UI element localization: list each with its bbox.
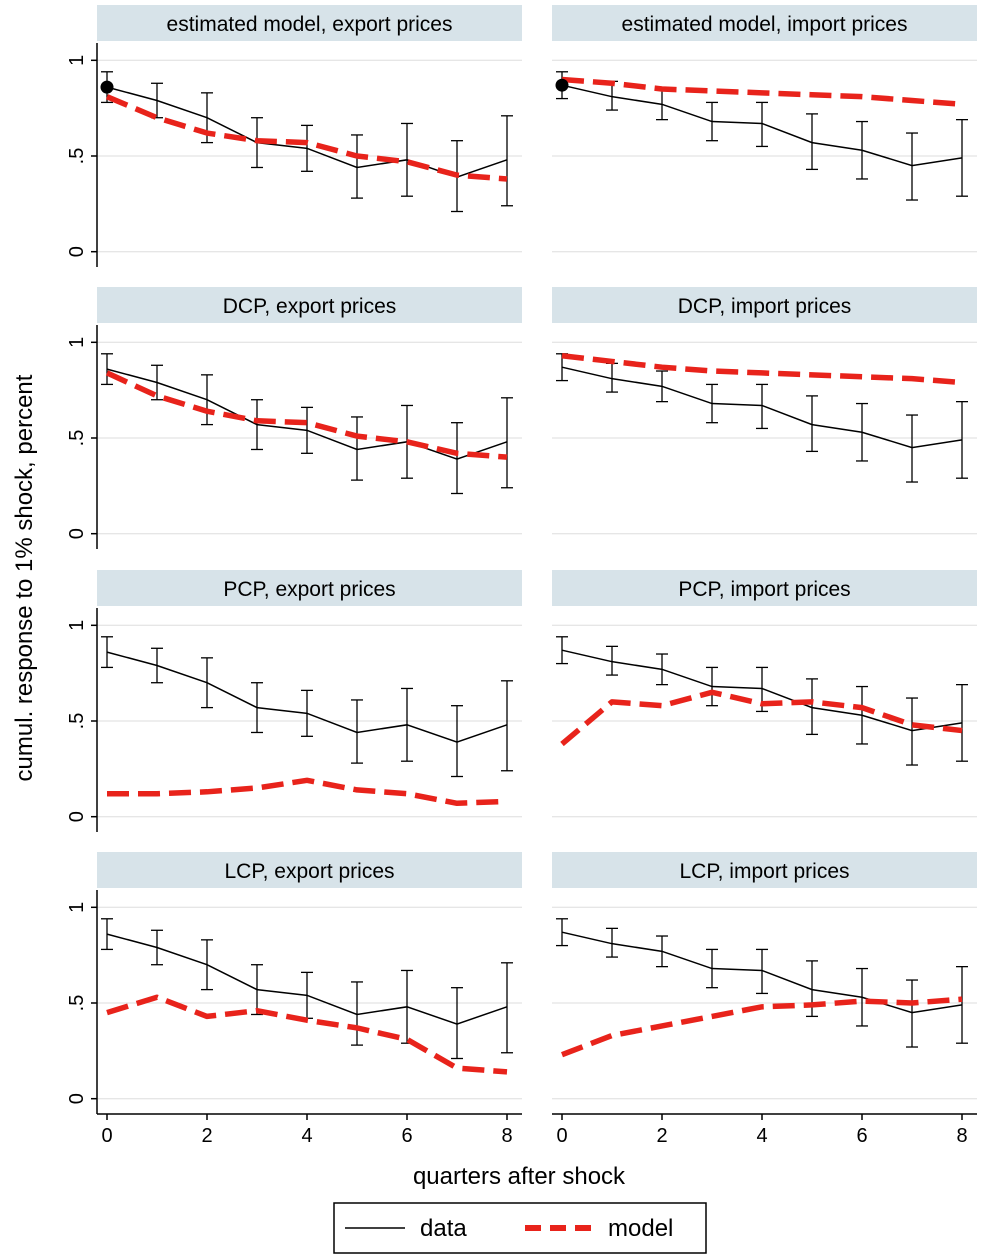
model-line [106, 994, 508, 1075]
model-line [107, 777, 508, 807]
panel-title: DCP, import prices [678, 295, 852, 318]
x-tick-label: 4 [301, 1125, 312, 1147]
panel-6: PCP, import prices [552, 570, 977, 818]
x-tick-label: 6 [401, 1125, 412, 1147]
panel-title: PCP, import prices [678, 578, 850, 601]
x-tick-label: 6 [856, 1125, 867, 1147]
panel-1: estimated model, export prices 0 .5 1 [66, 5, 522, 267]
panel-title: LCP, import prices [679, 860, 849, 883]
x-tick-label: 0 [556, 1125, 567, 1147]
y-tick-label: 1 [66, 55, 88, 66]
y-tick-label: .5 [66, 713, 88, 730]
data-line [561, 649, 963, 732]
model-line [105, 94, 508, 182]
y-tick-label: 0 [66, 246, 88, 257]
panel-header [552, 852, 977, 888]
y-tick-label: .5 [66, 995, 88, 1012]
x-tick-label: 2 [656, 1125, 667, 1147]
panel-7: LCP, export prices 0 .5 1 0 2 4 6 8 [66, 852, 522, 1147]
data-point-marker [100, 80, 114, 94]
panel-header [97, 287, 522, 323]
y-tick-label: .5 [66, 148, 88, 165]
y-tick-label: 0 [66, 528, 88, 539]
panel-header [552, 287, 977, 323]
panel-5: PCP, export prices 0 .5 1 [66, 570, 522, 832]
data-line [561, 931, 963, 1014]
y-tick-label: 1 [66, 620, 88, 631]
panel-title: estimated model, import prices [622, 13, 908, 36]
panel-title: DCP, export prices [223, 295, 397, 318]
panel-4: DCP, import prices [552, 287, 977, 535]
panel-header [97, 5, 522, 41]
data-line [106, 368, 508, 460]
panel-2: estimated model, import prices [552, 5, 977, 253]
panel-title: LCP, export prices [224, 860, 394, 883]
x-tick-label: 2 [201, 1125, 212, 1147]
model-line [105, 370, 508, 460]
y-tick-label: .5 [66, 430, 88, 447]
x-tick-label: 0 [101, 1125, 112, 1147]
model-line [560, 689, 963, 747]
chart-panels: estimated model, export prices0.51estima… [66, 5, 977, 1147]
model-line [561, 996, 963, 1058]
legend: data model [333, 1202, 707, 1254]
data-line [561, 366, 963, 449]
y-tick-label: 1 [66, 337, 88, 348]
y-tick-label: 1 [66, 902, 88, 913]
x-axis-label: quarters after shock [413, 1163, 626, 1190]
panel-header [97, 852, 522, 888]
model-line [561, 352, 963, 386]
x-tick-label: 8 [956, 1125, 967, 1147]
y-axis-label: cumul. response to 1% shock, percent [11, 374, 38, 781]
panel-8: LCP, import prices 0 2 4 6 8 [552, 852, 977, 1147]
panel-title: estimated model, export prices [167, 13, 453, 36]
panel-header [552, 5, 977, 41]
legend-model-label: model [608, 1215, 673, 1242]
panel-3: DCP, export prices 0 .5 1 [66, 287, 522, 549]
panel-header [97, 570, 522, 606]
data-line [106, 933, 508, 1025]
panel-header [552, 570, 977, 606]
data-line [106, 651, 508, 743]
y-tick-label: 0 [66, 1093, 88, 1104]
panel-title: PCP, export prices [223, 578, 395, 601]
x-tick-label: 4 [756, 1125, 767, 1147]
model-line [561, 76, 963, 108]
legend-data-label: data [420, 1215, 467, 1242]
data-point-marker [555, 78, 569, 92]
data-line [561, 84, 963, 167]
x-tick-label: 8 [501, 1125, 512, 1147]
y-tick-label: 0 [66, 811, 88, 822]
